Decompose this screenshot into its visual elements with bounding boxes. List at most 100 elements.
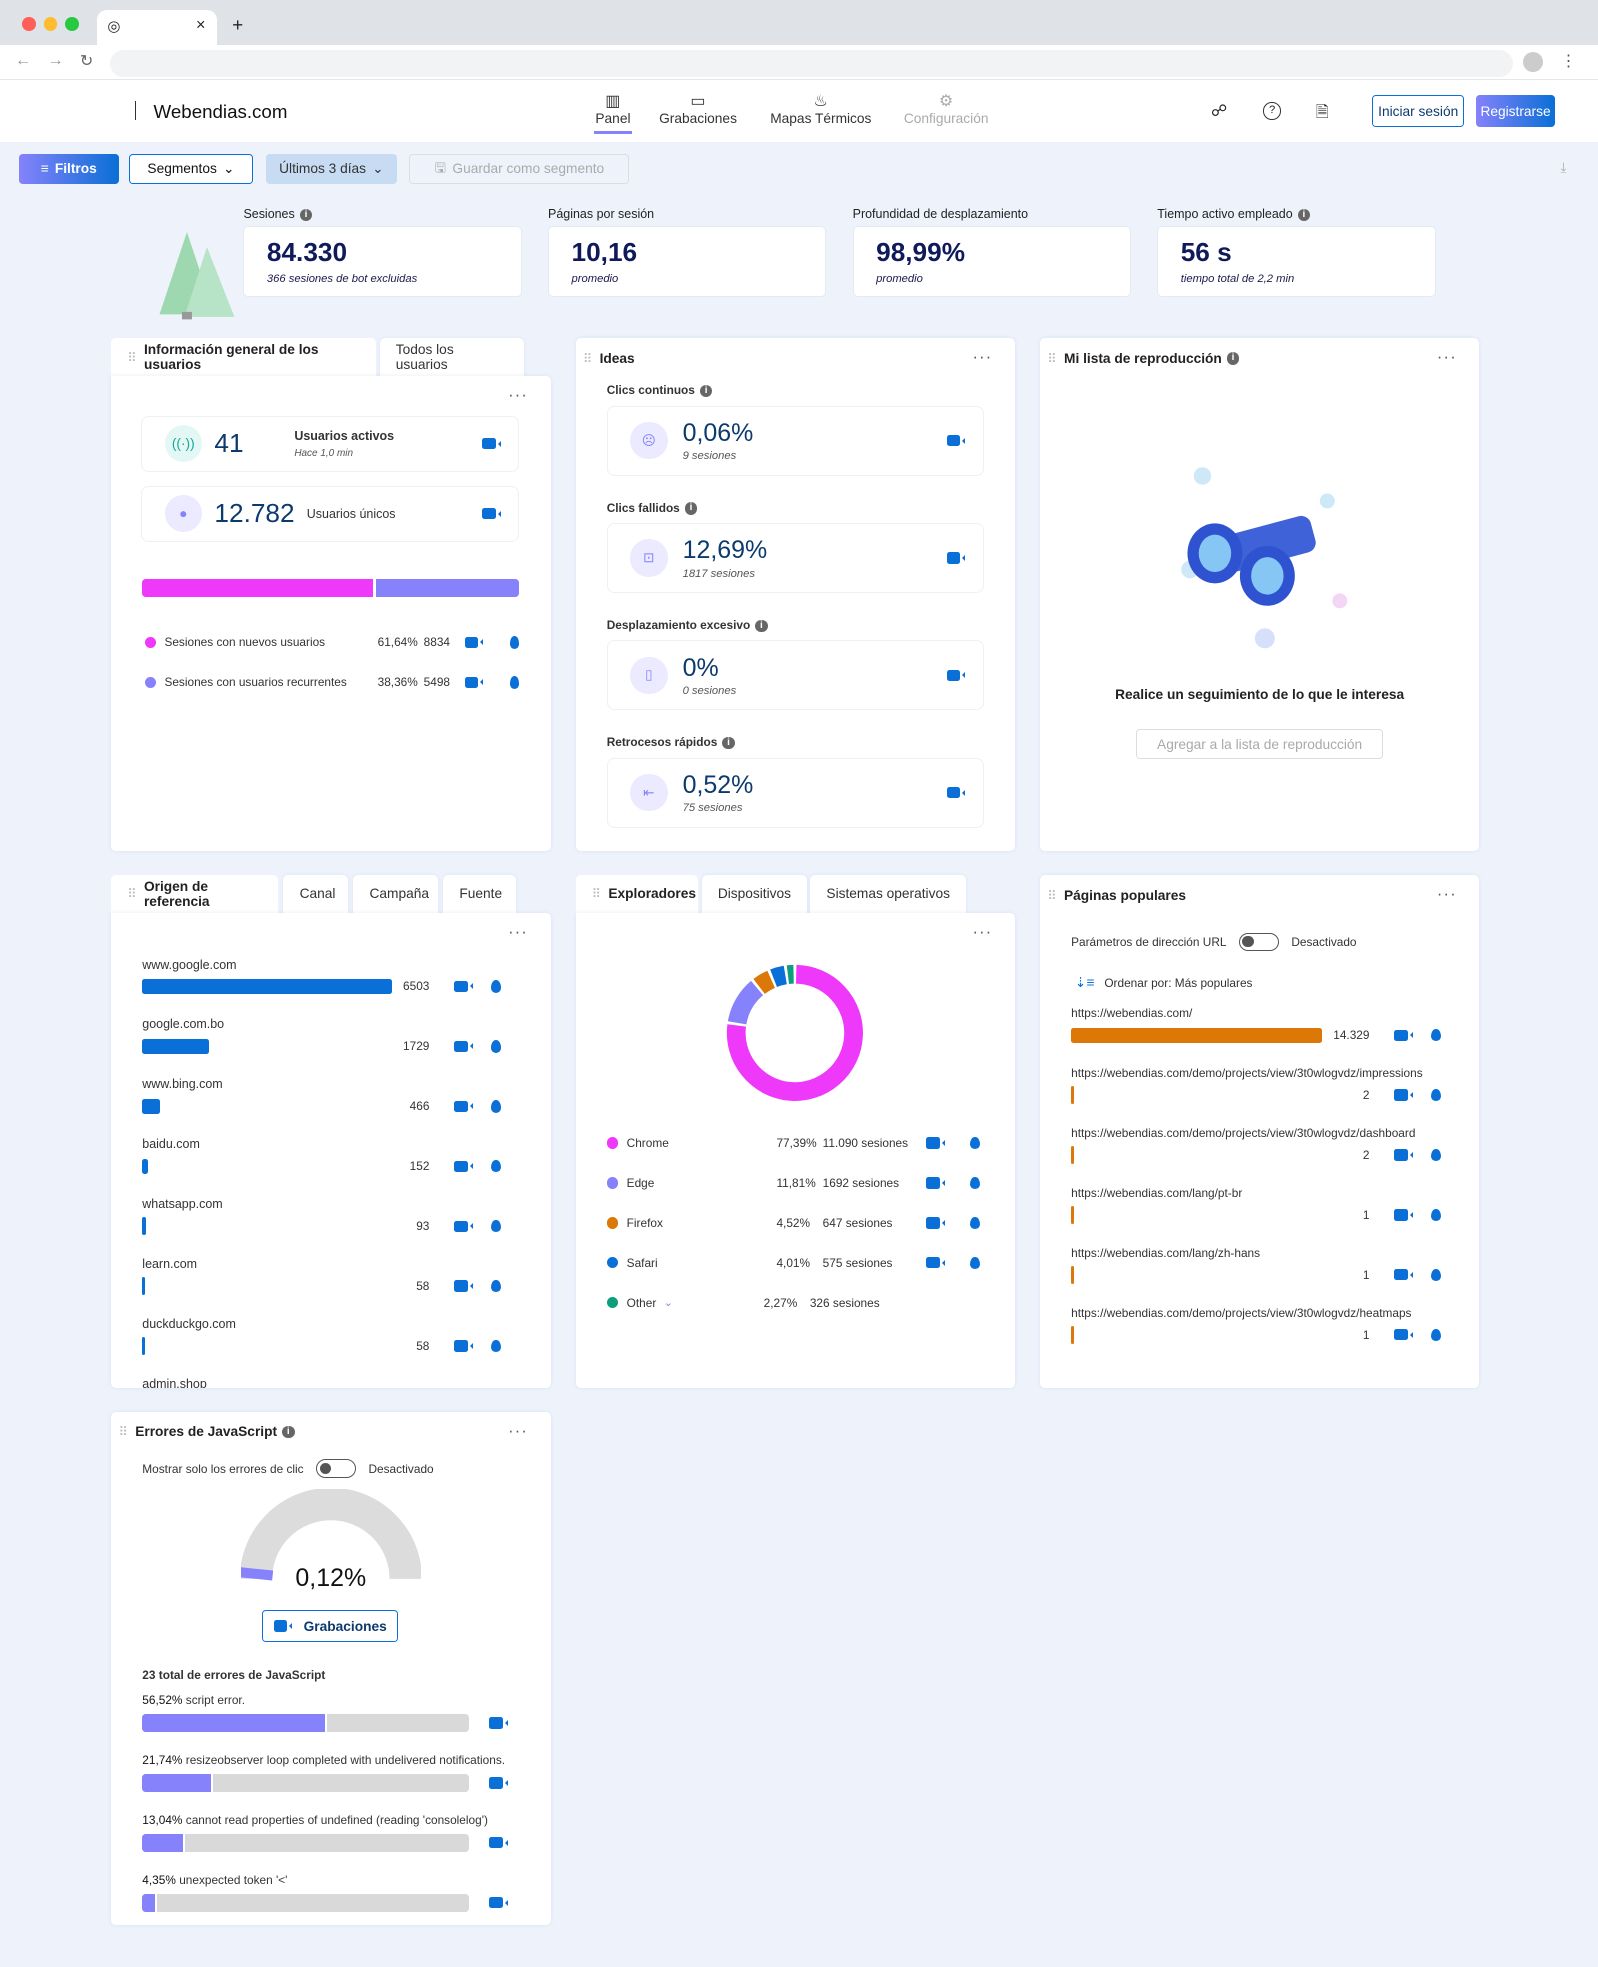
- recordings-icon[interactable]: [454, 1220, 474, 1232]
- drag-handle-icon[interactable]: ⠿: [127, 887, 137, 902]
- drag-handle-icon[interactable]: ⠿: [1047, 888, 1057, 903]
- recordings-icon[interactable]: [454, 1100, 474, 1112]
- referrer-item[interactable]: www.bing.com 466: [142, 1077, 517, 1114]
- heatmap-icon[interactable]: [490, 1279, 501, 1293]
- browser-tab[interactable]: ◎ ×: [97, 9, 218, 45]
- forward-icon[interactable]: →: [47, 51, 64, 70]
- maximize-window-button[interactable]: [64, 17, 79, 32]
- browser-menu-icon[interactable]: ⋮: [1560, 52, 1577, 71]
- recordings-icon[interactable]: [482, 508, 501, 520]
- chevron-down-icon[interactable]: ⌄: [663, 1297, 674, 1310]
- info-icon[interactable]: i: [684, 502, 698, 515]
- recordings-icon[interactable]: [926, 1177, 945, 1189]
- js-error-item[interactable]: 4,35% unexpected token '<': [142, 1873, 541, 1912]
- page-item[interactable]: https://webendias.com/demo/projects/view…: [1071, 1126, 1458, 1164]
- tab-all-users[interactable]: Todos los usuarios: [379, 338, 525, 376]
- donut-slice-firefox[interactable]: [753, 970, 776, 994]
- more-options-button[interactable]: ···: [1436, 348, 1457, 367]
- tab-operating-systems[interactable]: Sistemas operativos: [810, 875, 967, 913]
- more-options-button[interactable]: ···: [972, 348, 993, 367]
- page-item[interactable]: https://webendias.com/lang/zh-hans 1: [1071, 1246, 1458, 1284]
- close-tab-button[interactable]: ×: [195, 16, 206, 35]
- insight-box[interactable]: ▯ 0% 0 sesiones: [606, 640, 984, 711]
- heatmap-icon[interactable]: [509, 636, 520, 649]
- close-window-button[interactable]: [22, 17, 37, 32]
- recordings-icon[interactable]: [464, 636, 483, 649]
- heatmap-icon[interactable]: [490, 980, 501, 993]
- recordings-icon[interactable]: [1394, 1209, 1414, 1221]
- heatmap-icon[interactable]: [969, 1176, 980, 1190]
- referrer-item[interactable]: google.com.bo 1729: [142, 1017, 517, 1054]
- recordings-icon[interactable]: [454, 1280, 474, 1292]
- recordings-icon[interactable]: [489, 1717, 509, 1729]
- insight-box[interactable]: ⊡ 12,69% 1817 sesiones: [606, 523, 984, 593]
- recordings-button[interactable]: Grabaciones: [262, 1610, 399, 1642]
- tab-referrer-2[interactable]: Fuente: [443, 875, 516, 913]
- recordings-icon[interactable]: [1394, 1329, 1414, 1341]
- js-error-item[interactable]: 13,04% cannot read properties of undefin…: [142, 1813, 541, 1852]
- nav-configuracion[interactable]: ⚙ Configuración: [904, 91, 989, 126]
- more-options-button[interactable]: ···: [1436, 885, 1457, 904]
- heatmap-icon[interactable]: [490, 1339, 501, 1353]
- recordings-icon[interactable]: [454, 1160, 474, 1172]
- heatmap-icon[interactable]: [490, 1100, 501, 1113]
- signup-button[interactable]: Registrarse: [1475, 94, 1556, 128]
- referrer-item[interactable]: admin.shop: [142, 1377, 517, 1388]
- profile-avatar[interactable]: [1523, 52, 1544, 73]
- recordings-icon[interactable]: [926, 1217, 945, 1229]
- click-errors-toggle[interactable]: [316, 1459, 356, 1479]
- heatmap-icon[interactable]: [1430, 1088, 1441, 1102]
- info-icon[interactable]: i: [282, 1425, 295, 1439]
- nav-panel[interactable]: ▥ Panel: [594, 91, 632, 134]
- heatmap-icon[interactable]: [969, 1136, 980, 1150]
- info-icon[interactable]: i: [722, 736, 735, 750]
- segments-dropdown[interactable]: Segmentos ⌄: [128, 153, 254, 184]
- tab-users-overview[interactable]: ⠿ Información general de los usuarios: [111, 338, 376, 376]
- heatmap-icon[interactable]: [1430, 1028, 1441, 1042]
- drag-handle-icon[interactable]: ⠿: [118, 1425, 128, 1440]
- more-options-button[interactable]: ···: [508, 922, 529, 941]
- recordings-icon[interactable]: [454, 1340, 474, 1352]
- recordings-icon[interactable]: [489, 1897, 509, 1909]
- date-range-dropdown[interactable]: Últimos 3 días ⌄: [265, 153, 397, 184]
- heatmap-icon[interactable]: [490, 1219, 501, 1233]
- heatmap-icon[interactable]: [969, 1216, 980, 1230]
- heatmap-icon[interactable]: [1430, 1208, 1441, 1222]
- tab-referrer-1[interactable]: Campaña: [353, 875, 439, 913]
- heatmap-icon[interactable]: [969, 1256, 980, 1270]
- minimize-window-button[interactable]: [43, 17, 58, 32]
- info-icon[interactable]: i: [755, 619, 768, 633]
- sort-button[interactable]: ⇣≡ Ordenar por: Más populares: [1075, 975, 1253, 991]
- info-icon[interactable]: i: [1297, 208, 1311, 222]
- new-tab-button[interactable]: +: [232, 13, 244, 35]
- heatmap-icon[interactable]: [490, 1040, 501, 1053]
- insight-box[interactable]: ☹ 0,06% 9 sesiones: [606, 405, 984, 476]
- heatmap-icon[interactable]: [1430, 1328, 1441, 1341]
- recordings-icon[interactable]: [1394, 1029, 1414, 1041]
- recordings-icon[interactable]: [946, 787, 966, 799]
- document-icon[interactable]: 🗎: [1315, 103, 1329, 122]
- donut-slice-chrome[interactable]: [727, 964, 864, 1101]
- referrer-item[interactable]: learn.com 58: [142, 1257, 517, 1295]
- recordings-icon[interactable]: [926, 1257, 945, 1269]
- more-options-button[interactable]: ···: [508, 1421, 529, 1440]
- recordings-icon[interactable]: [1394, 1269, 1414, 1281]
- referrer-item[interactable]: duckduckgo.com 58: [142, 1317, 517, 1355]
- heatmap-icon[interactable]: [1430, 1148, 1441, 1162]
- drag-handle-icon[interactable]: ⠿: [591, 887, 601, 902]
- nav-grabaciones[interactable]: ▭ Grabaciones: [659, 91, 737, 126]
- download-icon[interactable]: ⤓: [1560, 159, 1567, 175]
- donut-slice-safari[interactable]: [770, 965, 788, 987]
- recordings-icon[interactable]: [489, 1777, 509, 1789]
- recordings-icon[interactable]: [454, 1040, 474, 1052]
- info-icon[interactable]: i: [699, 384, 713, 398]
- heatmap-icon[interactable]: [509, 676, 520, 689]
- recordings-icon[interactable]: [946, 435, 966, 447]
- recordings-icon[interactable]: [946, 669, 966, 681]
- recordings-icon[interactable]: [926, 1137, 945, 1149]
- back-icon[interactable]: ←: [14, 51, 32, 70]
- page-item[interactable]: https://webendias.com/lang/pt-br 1: [1071, 1186, 1458, 1224]
- help-icon[interactable]: ?: [1263, 102, 1281, 120]
- page-item[interactable]: https://webendias.com/demo/projects/view…: [1071, 1066, 1458, 1104]
- filters-button[interactable]: ≡ Filtros: [18, 153, 119, 184]
